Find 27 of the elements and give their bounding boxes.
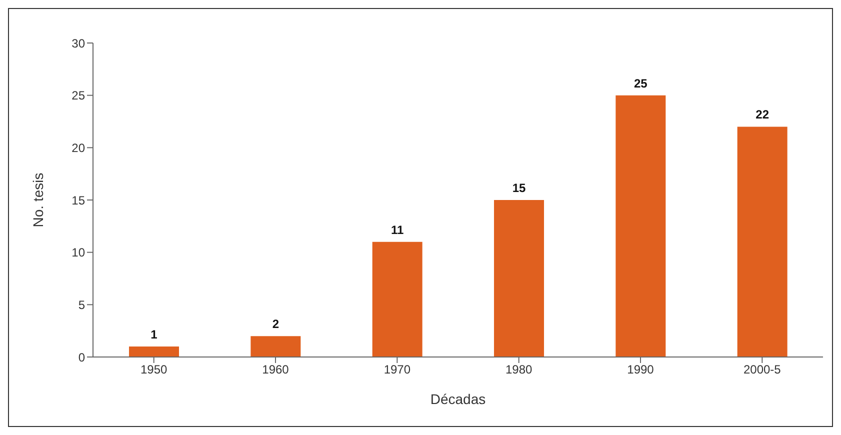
y-tick-label: 5 [78, 298, 86, 312]
x-tick-label: 2000-5 [743, 362, 782, 377]
bar [494, 200, 544, 357]
bar [372, 242, 422, 357]
y-tick-label: 30 [72, 36, 86, 50]
y-tick-label: 10 [72, 246, 86, 260]
data-label: 1 [150, 328, 158, 342]
x-axis-title: Décadas [430, 391, 486, 407]
bar [129, 346, 179, 357]
data-label: 15 [512, 181, 526, 195]
bar [616, 95, 666, 357]
x-tick-label: 1970 [384, 362, 411, 377]
y-tick-label: 0 [78, 350, 86, 364]
x-tick-label: 1980 [505, 362, 533, 377]
data-label: 11 [390, 222, 404, 237]
data-label: 2 [272, 317, 280, 332]
y-axis-title: No. tesis [30, 172, 46, 228]
x-tick-label: 1950 [140, 362, 168, 377]
x-tick-label: 1960 [262, 362, 290, 377]
x-tick-label: 1990 [627, 362, 654, 377]
y-tick-label: 15 [72, 193, 86, 208]
bar [250, 336, 301, 357]
data-label: 25 [634, 76, 648, 90]
data-label: 22 [756, 108, 770, 122]
bar [737, 126, 788, 357]
y-tick-label: 20 [72, 140, 86, 155]
y-tick-label: 25 [72, 88, 86, 103]
